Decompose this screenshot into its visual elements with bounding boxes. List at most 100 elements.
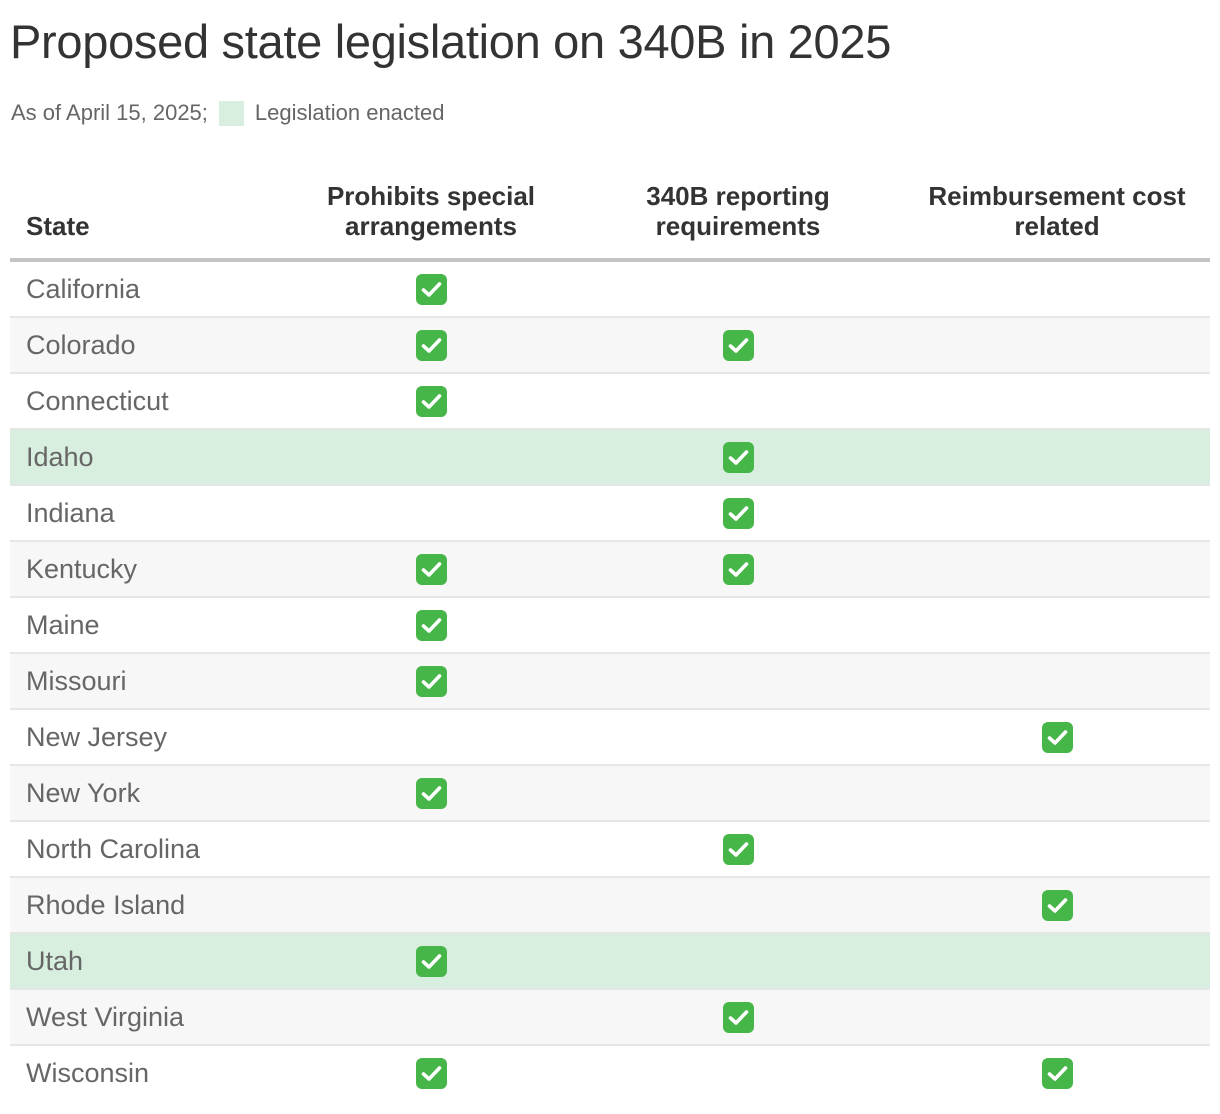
table-row: California (10, 262, 1210, 318)
check-mark-button-icon (415, 665, 447, 697)
table-cell (586, 654, 890, 708)
column-header-reporting-requirements: 340B reporting requirements (586, 170, 890, 258)
table-cell (890, 710, 1220, 764)
table-cell (586, 542, 890, 596)
check-mark-button-icon (1041, 721, 1073, 753)
table-cell (890, 990, 1220, 1044)
check-mark-button-icon (415, 945, 447, 977)
state-name: Wisconsin (26, 1057, 150, 1088)
table-header: State Prohibits special arrangements 340… (10, 170, 1210, 262)
table-cell (586, 1046, 890, 1100)
state-name: Idaho (26, 441, 94, 472)
table-cell (276, 486, 586, 540)
column-header-label: 340B reporting requirements (646, 181, 830, 241)
state-name: Indiana (26, 497, 115, 528)
table-cell (890, 766, 1220, 820)
table-cell (890, 262, 1220, 316)
table-cell (586, 934, 890, 988)
table-cell (586, 822, 890, 876)
table-cell (586, 710, 890, 764)
table-cell (890, 486, 1220, 540)
table-row: New Jersey (10, 710, 1210, 766)
state-name: West Virginia (26, 1001, 185, 1032)
chart-title: Proposed state legislation on 340B in 20… (10, 15, 892, 68)
legislation-table: State Prohibits special arrangements 340… (10, 170, 1210, 1102)
table-row: Maine (10, 598, 1210, 654)
date-note: As of April 15, 2025; (11, 100, 208, 125)
table-row: Idaho (10, 430, 1210, 486)
state-name: New Jersey (26, 721, 168, 752)
table-cell (890, 822, 1220, 876)
table-cell (276, 878, 586, 932)
table-row: West Virginia (10, 990, 1210, 1046)
check-mark-button-icon (415, 1057, 447, 1089)
check-mark-button-icon (1041, 889, 1073, 921)
table-cell (586, 486, 890, 540)
state-name: Colorado (26, 329, 136, 360)
check-mark-button-icon (722, 497, 754, 529)
column-header-state: State (26, 211, 90, 241)
check-mark-button-icon (415, 553, 447, 585)
table-row: Utah (10, 934, 1210, 990)
check-mark-button-icon (722, 553, 754, 585)
check-mark-button-icon (722, 329, 754, 361)
check-mark-button-icon (722, 441, 754, 473)
state-name: California (26, 273, 141, 304)
column-header-reimbursement-cost-related: Reimbursement cost related (890, 170, 1220, 258)
table-row: Wisconsin (10, 1046, 1210, 1102)
check-mark-button-icon (415, 385, 447, 417)
table-cell (586, 878, 890, 932)
column-header-prohibits-special-arrangements: Prohibits special arrangements (276, 170, 586, 258)
column-header-label: Prohibits special arrangements (326, 181, 536, 241)
table-cell (890, 934, 1220, 988)
table-cell (586, 374, 890, 428)
legend-swatch-enacted (218, 100, 244, 126)
state-name: Missouri (26, 665, 127, 696)
table-body: California Colorado Connecticut Idaho Indian… (10, 262, 1210, 1102)
table-cell (276, 430, 586, 484)
table-cell (276, 654, 586, 708)
table-cell (890, 878, 1220, 932)
table-row: Colorado (10, 318, 1210, 374)
state-name: New York (26, 777, 141, 808)
table-cell (276, 766, 586, 820)
table-cell (276, 1046, 586, 1100)
table-cell (586, 262, 890, 316)
check-mark-button-icon (415, 273, 447, 305)
table-row: Rhode Island (10, 878, 1210, 934)
check-mark-button-icon (722, 833, 754, 865)
state-name: Maine (26, 609, 100, 640)
table-cell (276, 990, 586, 1044)
state-name: North Carolina (26, 833, 201, 864)
legend-label-enacted: Legislation enacted (254, 100, 445, 125)
table-row: North Carolina (10, 822, 1210, 878)
table-cell (276, 822, 586, 876)
table-cell (276, 542, 586, 596)
table-cell (890, 654, 1220, 708)
table-cell (276, 710, 586, 764)
check-mark-button-icon (415, 777, 447, 809)
check-mark-button-icon (1041, 1057, 1073, 1089)
table-cell (276, 374, 586, 428)
table-cell (276, 262, 586, 316)
state-name: Kentucky (26, 553, 138, 584)
table-cell (890, 1046, 1220, 1100)
subtitle: As of April 15, 2025; Legislation enacte… (11, 98, 445, 128)
table-cell (276, 598, 586, 652)
check-mark-button-icon (415, 329, 447, 361)
table-cell (890, 598, 1220, 652)
check-mark-button-icon (415, 609, 447, 641)
table-cell (586, 990, 890, 1044)
table-cell (586, 598, 890, 652)
table-cell (890, 430, 1220, 484)
table-cell (890, 374, 1220, 428)
table-row: Indiana (10, 486, 1210, 542)
state-name: Utah (26, 945, 84, 976)
check-mark-button-icon (722, 1001, 754, 1033)
table-row: New York (10, 766, 1210, 822)
table-cell (586, 766, 890, 820)
column-header-label: Reimbursement cost related (928, 181, 1186, 241)
table-row: Kentucky (10, 542, 1210, 598)
state-name: Connecticut (26, 385, 169, 416)
table-cell (586, 318, 890, 372)
